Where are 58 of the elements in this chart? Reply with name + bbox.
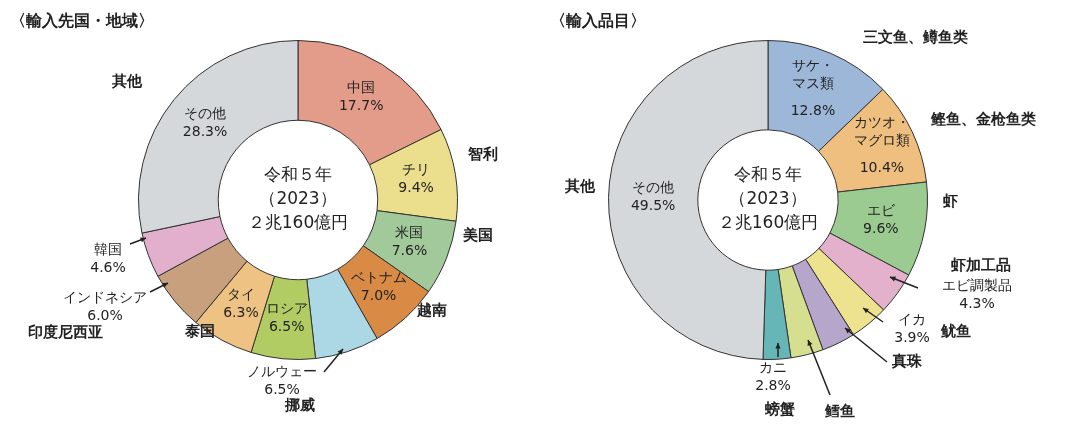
slice-label: インドネシア xyxy=(63,288,147,305)
data-label: 6.3% xyxy=(223,303,259,320)
text: ２兆160億円 xyxy=(717,212,819,233)
slice-label: ノルウェー xyxy=(247,362,317,379)
text: （2023） xyxy=(259,188,337,209)
slice-label: タイ xyxy=(226,285,255,302)
slice-label: チリ xyxy=(402,161,431,178)
text: 其他 xyxy=(564,176,596,195)
data-label: 17.7% xyxy=(338,97,384,114)
data-label: 6.5% xyxy=(264,380,300,397)
slice-label: サケ・マス類 xyxy=(791,56,834,91)
slice-label: カニ xyxy=(759,358,787,375)
text: （2023） xyxy=(729,188,807,209)
data-label: 7.0% xyxy=(360,287,397,304)
slice-label: エビ xyxy=(866,202,896,219)
data-label: 3.9% xyxy=(894,328,930,345)
text: 鱿鱼 xyxy=(940,321,971,340)
text: 鳕鱼 xyxy=(824,401,855,420)
slice-label: その他 xyxy=(632,178,675,195)
text: 印度尼西亚 xyxy=(27,322,103,341)
text: 越南 xyxy=(416,300,447,319)
text: 令和５年 xyxy=(734,164,802,185)
data-label: 2.8% xyxy=(755,376,791,393)
text: 三文鱼、鳟鱼类 xyxy=(862,27,968,46)
data-label: 9.6% xyxy=(863,220,899,237)
chart-title: 〈輸入先国・地域〉 xyxy=(10,11,154,31)
text: 挪威 xyxy=(284,395,315,414)
data-label: 12.8% xyxy=(790,101,836,118)
data-label: 7.6% xyxy=(391,242,428,259)
slice-label: 米国 xyxy=(395,224,424,241)
data-label: 6.0% xyxy=(87,306,123,323)
slice-label: イカ xyxy=(898,310,926,327)
text: 虾 xyxy=(941,191,958,210)
data-label: 4.6% xyxy=(90,258,126,275)
slice-label: カツオ・マグロ類 xyxy=(853,113,910,148)
text: 美国 xyxy=(462,225,493,244)
slice-label: エビ調製品 xyxy=(942,276,1012,293)
data-label: 28.3% xyxy=(182,123,228,140)
data-label: 4.3% xyxy=(959,294,995,311)
text: 螃蟹 xyxy=(764,399,795,418)
text: 鲣鱼、金枪鱼类 xyxy=(929,109,1036,128)
text: 真珠 xyxy=(891,351,923,370)
slice-label: その他 xyxy=(184,105,227,122)
text: 智利 xyxy=(467,144,498,163)
data-label: 9.4% xyxy=(398,179,434,196)
slice-label: 韓国 xyxy=(94,240,122,257)
slice-label: ベトナム xyxy=(350,269,407,286)
text: ２兆160億円 xyxy=(247,212,349,233)
data-label: 6.5% xyxy=(268,317,305,334)
text: 泰国 xyxy=(184,321,215,340)
text: 令和５年 xyxy=(264,164,332,185)
chart-title: 〈輸入品目〉 xyxy=(550,11,646,31)
text: 其他 xyxy=(111,71,143,90)
data-label: 49.5% xyxy=(630,196,676,213)
text: 虾加工品 xyxy=(950,255,1011,274)
slice-label: ロシア xyxy=(265,299,308,316)
slice-label: 中国 xyxy=(347,79,376,96)
data-label: 10.4% xyxy=(859,158,905,175)
